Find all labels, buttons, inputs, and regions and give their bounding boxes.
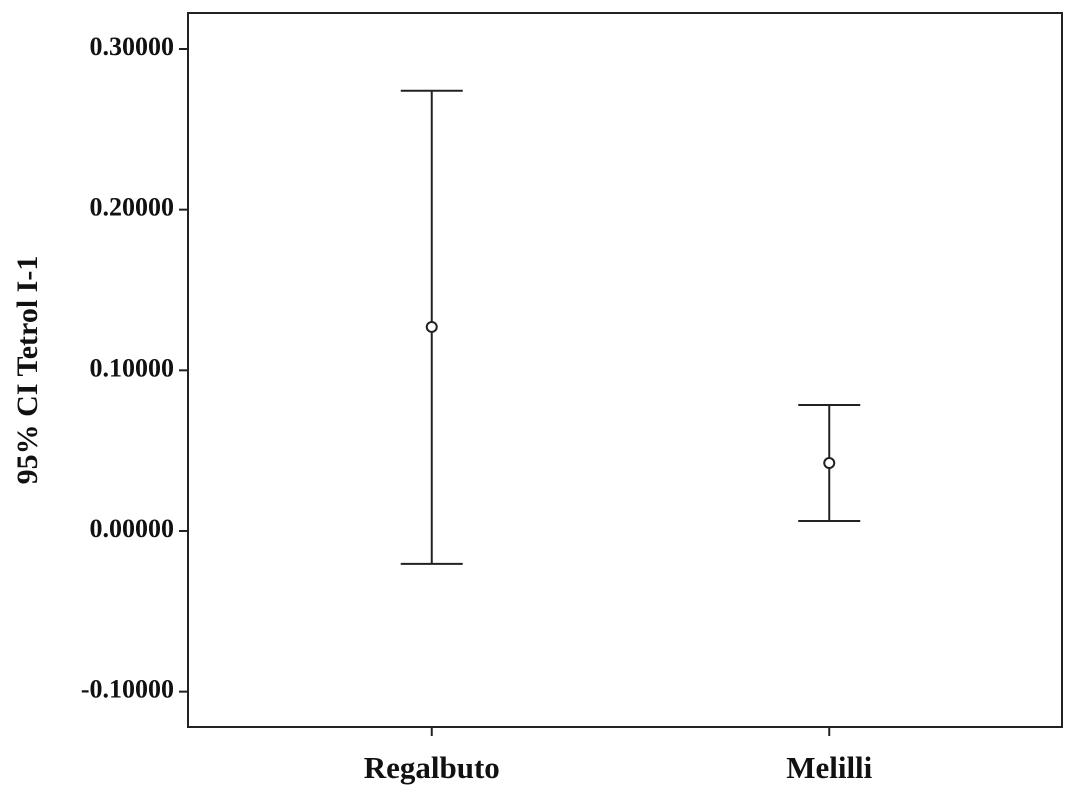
mean-point — [823, 457, 836, 470]
y-tick-label: -0.10000 — [81, 675, 174, 704]
y-tick-label: 0.30000 — [90, 32, 175, 61]
y-tick-label: 0.10000 — [90, 353, 175, 382]
y-axis-label: 95% CI Tetrol I-1 — [11, 256, 44, 485]
x-tick-label: Regalbuto — [364, 750, 500, 785]
y-tick-label: 0.00000 — [90, 514, 175, 543]
x-tick-label: Melilli — [786, 750, 872, 785]
plot-frame — [187, 12, 1063, 728]
mean-point — [425, 320, 438, 333]
y-tick-label: 0.20000 — [90, 193, 175, 222]
